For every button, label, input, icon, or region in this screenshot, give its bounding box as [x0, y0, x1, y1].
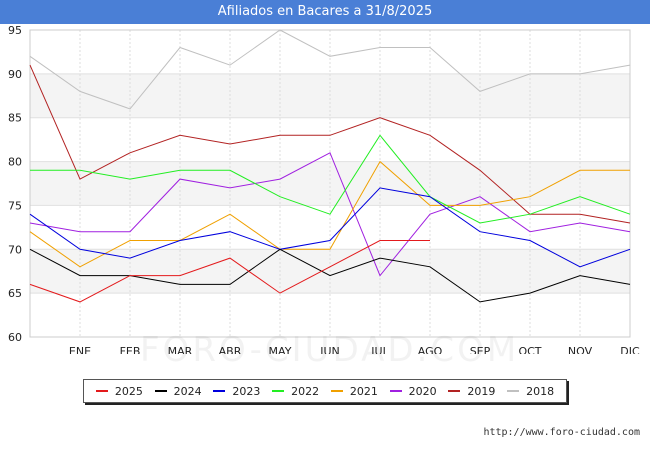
series-line-2023 [29, 187, 631, 268]
x-tick-label: FEB [120, 345, 141, 354]
legend-swatch [448, 390, 461, 392]
source-url[interactable]: http://www.foro-ciudad.com [483, 427, 640, 438]
y-tick-label: 85 [8, 112, 22, 125]
legend-label: 2024 [173, 384, 202, 398]
series-line-2018 [29, 29, 631, 110]
legend-swatch [154, 390, 167, 392]
series-line-2022 [30, 134, 631, 224]
legend-item-2018: 2018 [507, 385, 554, 398]
legend-item-2023: 2023 [213, 385, 260, 398]
legend-item-2025: 2025 [95, 384, 143, 398]
y-tick-label: 75 [8, 199, 22, 212]
y-tick-label: 95 [8, 24, 22, 37]
legend-label: 2021 [349, 384, 378, 398]
x-tick-label: MAY [269, 345, 292, 354]
legend-swatch [330, 390, 343, 392]
x-tick-label: OCT [518, 345, 541, 354]
legend-label: 2020 [408, 384, 437, 398]
legend-swatch [507, 390, 520, 392]
line-chart: 60 65 70 75 80 85 90 95 ENE FEB MAR ABR MAY JUN JUL AGO… [8, 24, 640, 354]
legend-label: 2023 [232, 384, 261, 398]
y-tick-label: 90 [8, 68, 22, 81]
legend-item-2020: 2020 [389, 384, 437, 398]
plot-frame [29, 29, 631, 338]
x-tick-label: NOV [568, 345, 593, 354]
legend-item-2024: 2024 [154, 384, 202, 398]
legend-label: 2019 [467, 384, 496, 398]
legend-swatch [95, 390, 108, 392]
watermark: FORO-CIUDAD.COM [140, 330, 520, 370]
legend-item-2019: 2019 [448, 385, 495, 398]
x-tick-label: MAR [168, 345, 193, 354]
legend-item-2021: 2021 [330, 384, 378, 398]
y-tick-label: 70 [8, 243, 22, 256]
legend-item-2022: 2022 [272, 385, 319, 398]
series-line-2021 [29, 160, 630, 268]
x-tick-label: ABR [219, 345, 242, 354]
x-tick-label: ENE [69, 345, 91, 354]
y-tick-label: 65 [8, 287, 22, 300]
legend-swatch [389, 390, 402, 392]
legend-label: 2025 [114, 384, 143, 398]
legend-label: 2018 [526, 384, 555, 398]
chart-title: Afiliados en Bacares a 31/8/2025 [0, 0, 650, 24]
x-tick-label: SEP [470, 345, 491, 354]
x-tick-label: AGO [418, 345, 443, 354]
y-tick-label: 60 [8, 331, 22, 344]
x-tick-label: DIC [620, 345, 640, 354]
y-tick-label: 80 [8, 156, 22, 169]
chart-legend: 2025 2024 2023 2022 2021 2020 2019 2018 [83, 379, 567, 403]
x-tick-label: JUN [319, 345, 340, 354]
x-tick-label: JUL [370, 345, 389, 354]
series-line-2025 [29, 240, 430, 303]
legend-swatch [213, 390, 226, 392]
legend-swatch [272, 390, 285, 392]
legend-label: 2022 [291, 384, 320, 398]
series-line-2020 [29, 152, 631, 277]
